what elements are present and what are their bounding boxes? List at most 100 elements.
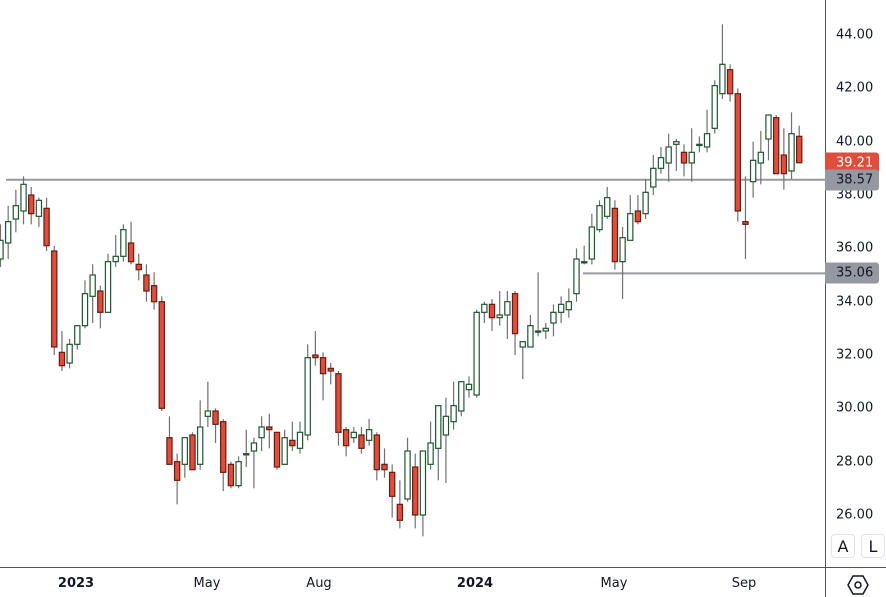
candle	[580, 245, 588, 265]
candle	[166, 416, 173, 465]
time-tick-label: Aug	[306, 576, 332, 591]
candle	[473, 309, 480, 398]
candle	[527, 315, 534, 348]
candle	[680, 144, 688, 177]
candle	[442, 397, 450, 483]
candle	[696, 136, 703, 153]
current-price-badge: 39.21	[825, 152, 879, 174]
candle	[189, 432, 196, 471]
candle	[365, 419, 373, 446]
candle	[650, 155, 657, 195]
candle	[89, 264, 96, 323]
candle	[596, 200, 603, 233]
candle	[742, 176, 749, 259]
price-tick-label: 28.00	[836, 454, 874, 470]
candle	[319, 352, 327, 401]
time-tick-label: 2024	[456, 576, 494, 591]
time-tick-label: 2023	[57, 576, 95, 591]
candle	[772, 115, 780, 175]
candle	[788, 112, 795, 179]
candle	[419, 450, 427, 537]
candle	[711, 80, 718, 134]
candle	[135, 253, 142, 281]
chart-settings-button[interactable]	[846, 574, 870, 596]
price-tick-label: 32.00	[836, 347, 874, 363]
candle	[97, 285, 104, 329]
candle	[573, 248, 580, 302]
candle	[81, 280, 89, 329]
candle	[273, 431, 281, 470]
candle	[304, 344, 311, 441]
candle	[358, 427, 365, 454]
candle	[450, 381, 457, 430]
candle	[0, 224, 4, 267]
price-tick-label: 38.00	[836, 187, 874, 203]
candle	[435, 405, 442, 481]
price-tick-label: 40.00	[836, 134, 874, 150]
candle	[627, 195, 634, 241]
candle	[465, 376, 473, 398]
candle	[511, 291, 519, 355]
auto-scale-button[interactable]: A	[831, 534, 855, 558]
candle	[796, 125, 803, 164]
candle	[588, 213, 596, 265]
candle	[289, 421, 296, 451]
candle	[158, 296, 165, 411]
candle	[258, 416, 265, 451]
candle	[58, 331, 66, 371]
candle	[519, 341, 526, 379]
candle	[327, 363, 334, 385]
candle	[220, 419, 227, 491]
time-tick-label: May	[193, 576, 221, 591]
price-axis-border	[825, 0, 826, 597]
candle	[780, 128, 788, 190]
candle	[342, 427, 350, 457]
time-axis-border	[0, 567, 886, 568]
candle	[281, 429, 288, 465]
candle	[619, 227, 626, 299]
candle	[381, 448, 388, 478]
candle	[373, 432, 381, 481]
candle	[534, 272, 542, 337]
candle	[43, 197, 50, 251]
candle	[427, 421, 434, 470]
candle	[143, 264, 150, 302]
upper-level-badge: 38.57	[825, 169, 879, 191]
candle	[557, 296, 565, 323]
time-tick-label: Sep	[731, 576, 757, 591]
candle	[726, 64, 734, 102]
candle	[66, 339, 73, 369]
plot-area[interactable]	[0, 0, 825, 567]
log-scale-button[interactable]: L	[861, 534, 885, 558]
candle	[104, 253, 112, 313]
candle	[266, 413, 273, 449]
candle	[181, 437, 189, 478]
candle	[173, 453, 181, 505]
candle	[388, 464, 396, 518]
candle	[35, 197, 43, 227]
candle	[496, 291, 503, 326]
candle	[227, 461, 235, 489]
candle	[335, 371, 342, 446]
candle	[404, 437, 411, 502]
candle	[235, 456, 242, 489]
candle	[350, 427, 357, 443]
candle	[757, 131, 765, 185]
candle	[212, 408, 219, 443]
price-tick-label: 26.00	[836, 507, 874, 523]
candle	[673, 139, 680, 171]
candle	[719, 24, 726, 99]
candle	[734, 88, 741, 222]
candle	[250, 437, 258, 489]
candle	[642, 179, 649, 219]
candle	[765, 114, 772, 161]
time-tick-label: May	[600, 576, 628, 591]
candle	[20, 176, 27, 225]
candle	[665, 133, 672, 182]
candle	[550, 304, 557, 337]
candle	[74, 325, 81, 350]
candle	[703, 109, 711, 153]
candle	[120, 224, 127, 262]
hexagon-gear-icon	[847, 575, 869, 595]
